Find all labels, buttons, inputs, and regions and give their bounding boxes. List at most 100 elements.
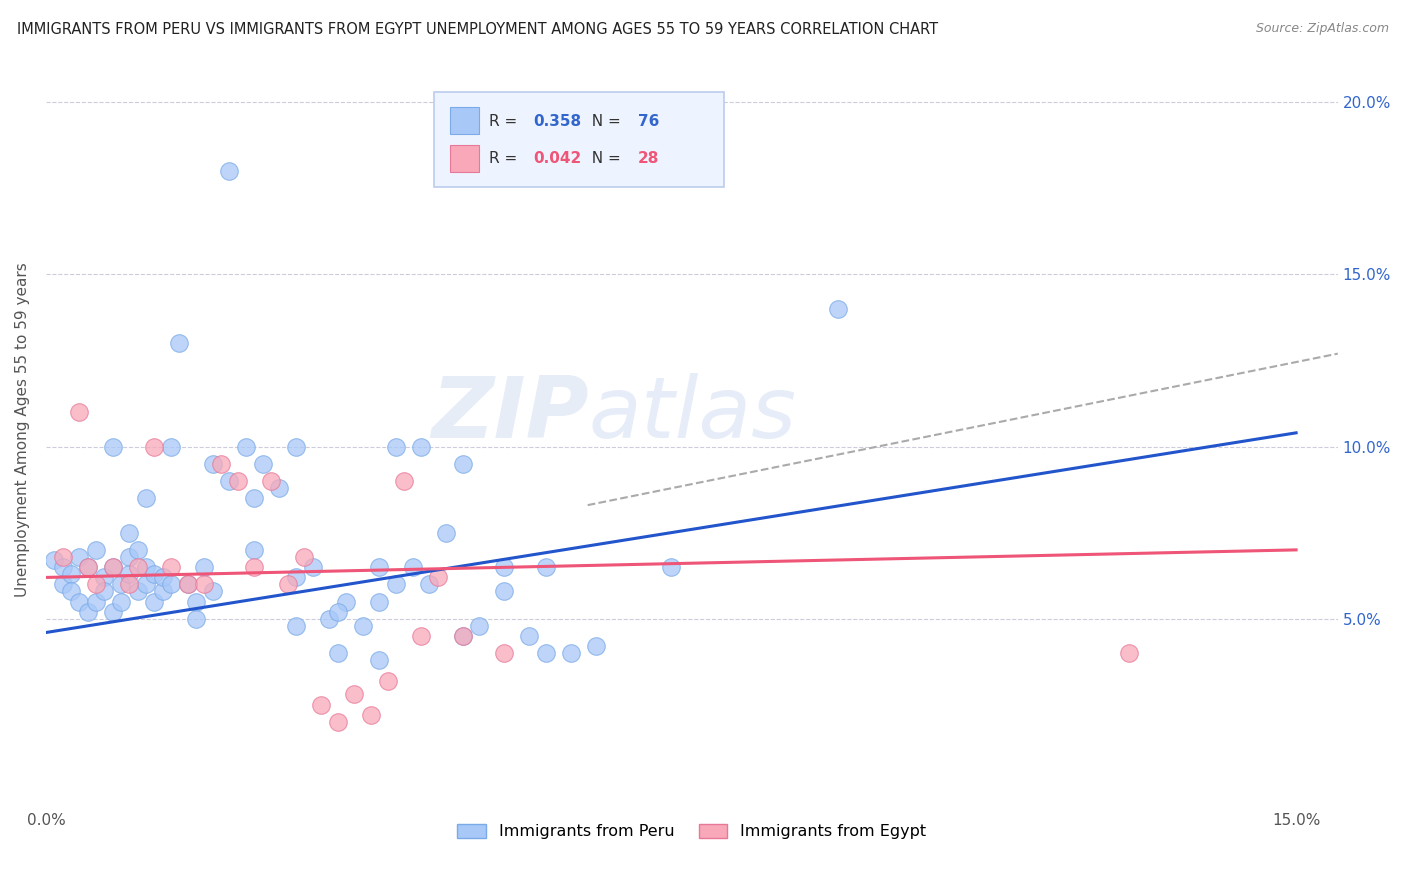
Point [360, 708, 382, 723]
Point [110, 594, 132, 608]
Point [368, 560, 391, 574]
Point [127, 542, 149, 557]
Text: 28: 28 [637, 152, 659, 167]
Point [534, 560, 557, 574]
Point [434, 525, 457, 540]
Point [135, 577, 157, 591]
Legend: Immigrants from Peru, Immigrants from Egypt: Immigrants from Peru, Immigrants from Eg… [451, 817, 932, 846]
Point [110, 577, 132, 591]
Point [160, 577, 183, 591]
Point [326, 714, 349, 729]
Point [218, 474, 240, 488]
Point [335, 594, 357, 608]
Point [52, 577, 75, 591]
Point [209, 457, 232, 471]
Point [118, 577, 141, 591]
Point [118, 525, 141, 540]
Point [352, 618, 374, 632]
Point [127, 560, 149, 574]
Point [243, 491, 266, 506]
Text: atlas: atlas [589, 373, 797, 456]
Point [301, 560, 323, 574]
Point [235, 440, 257, 454]
Point [118, 549, 141, 564]
Point [285, 570, 308, 584]
Point [326, 605, 349, 619]
Point [318, 612, 340, 626]
Text: R =: R = [489, 113, 522, 128]
Point [377, 673, 399, 688]
Point [368, 594, 391, 608]
Point [451, 629, 474, 643]
Text: N =: N = [582, 152, 626, 167]
Point [67, 405, 90, 419]
Point [285, 440, 308, 454]
Point [44, 553, 66, 567]
Point [326, 646, 349, 660]
Point [468, 618, 491, 632]
Point [426, 570, 449, 584]
Point [143, 594, 166, 608]
Point [84, 594, 107, 608]
Point [176, 577, 198, 591]
Point [193, 560, 215, 574]
Text: N =: N = [582, 113, 626, 128]
Point [659, 560, 682, 574]
FancyBboxPatch shape [433, 93, 724, 187]
Text: Source: ZipAtlas.com: Source: ZipAtlas.com [1256, 22, 1389, 36]
Point [52, 549, 75, 564]
Point [52, 560, 75, 574]
Point [343, 688, 366, 702]
Point [451, 629, 474, 643]
Y-axis label: Unemployment Among Ages 55 to 59 years: Unemployment Among Ages 55 to 59 years [15, 262, 30, 597]
Text: ZIP: ZIP [430, 373, 589, 456]
Point [101, 560, 124, 574]
FancyBboxPatch shape [450, 108, 478, 134]
Point [385, 577, 408, 591]
Point [451, 457, 474, 471]
Text: 0.358: 0.358 [533, 113, 581, 128]
Point [252, 457, 274, 471]
Point [101, 560, 124, 574]
Point [494, 560, 516, 574]
Point [135, 491, 157, 506]
Point [494, 646, 516, 660]
Text: IMMIGRANTS FROM PERU VS IMMIGRANTS FROM EGYPT UNEMPLOYMENT AMONG AGES 55 TO 59 Y: IMMIGRANTS FROM PERU VS IMMIGRANTS FROM … [17, 22, 938, 37]
Point [184, 612, 207, 626]
FancyBboxPatch shape [450, 145, 478, 172]
Point [243, 542, 266, 557]
Point [118, 566, 141, 581]
Point [292, 549, 315, 564]
Point [101, 605, 124, 619]
Point [309, 698, 332, 712]
Point [59, 566, 82, 581]
Point [76, 560, 98, 574]
Point [260, 474, 283, 488]
Point [59, 584, 82, 599]
Point [193, 577, 215, 591]
Point [218, 164, 240, 178]
Point [67, 549, 90, 564]
Point [560, 646, 582, 660]
Point [243, 560, 266, 574]
Point [67, 594, 90, 608]
Point [585, 640, 607, 654]
Point [101, 440, 124, 454]
Point [84, 542, 107, 557]
Point [152, 570, 174, 584]
Point [409, 629, 432, 643]
Point [1118, 646, 1140, 660]
Point [277, 577, 299, 591]
Point [135, 560, 157, 574]
Point [184, 594, 207, 608]
Point [143, 566, 166, 581]
Point [409, 440, 432, 454]
Point [176, 577, 198, 591]
Point [827, 301, 849, 316]
Point [160, 440, 183, 454]
Text: R =: R = [489, 152, 522, 167]
Point [76, 560, 98, 574]
Text: 0.042: 0.042 [533, 152, 581, 167]
Point [93, 570, 115, 584]
Point [152, 584, 174, 599]
